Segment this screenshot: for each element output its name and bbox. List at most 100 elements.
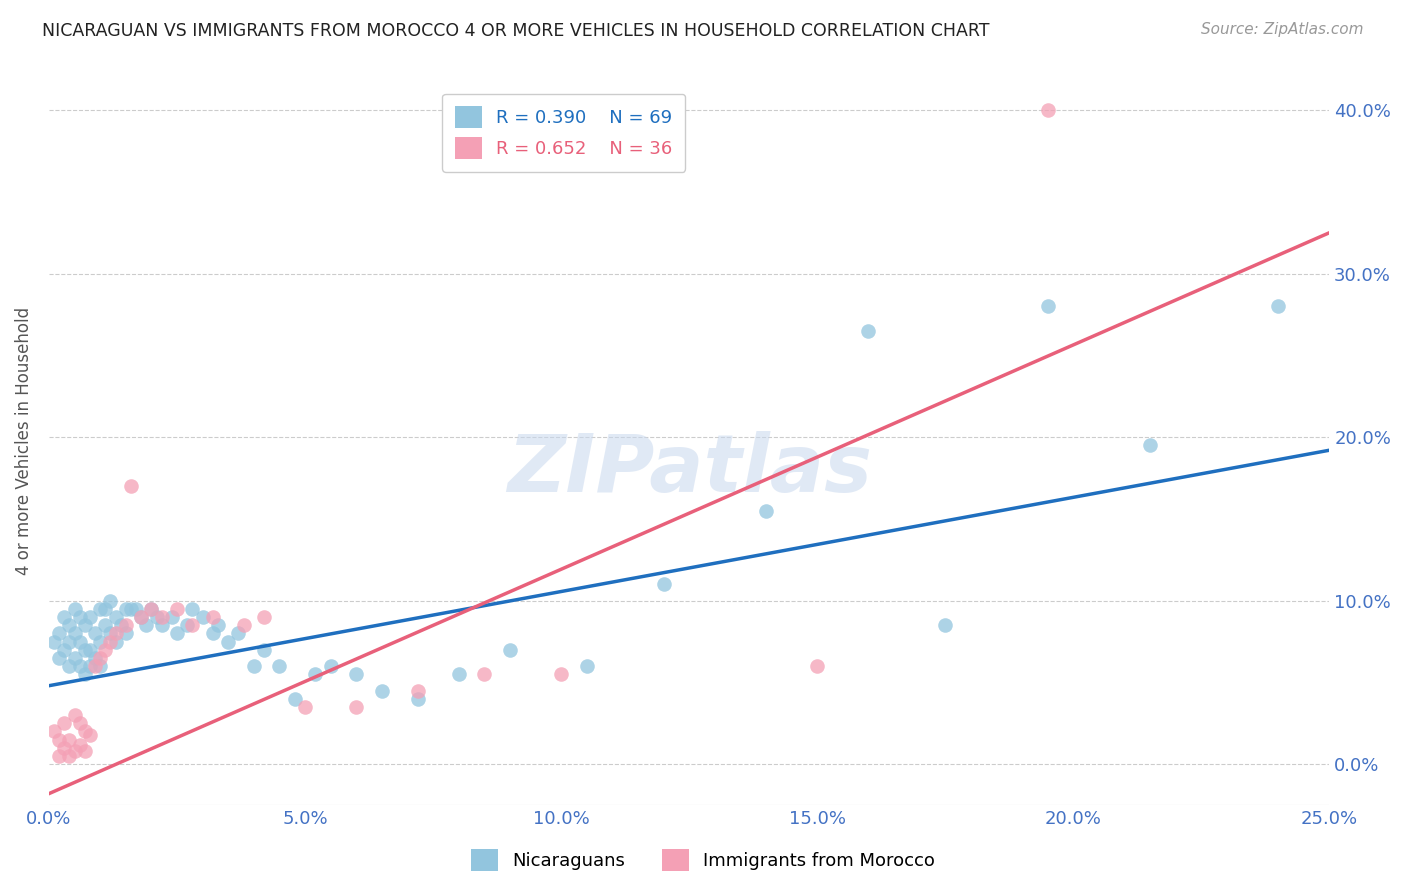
Point [73,724,96,739]
Point [207,618,229,632]
Point [69,659,91,673]
Point [79,642,101,657]
Point [63,744,86,758]
Point [100,593,122,607]
Point [129,610,152,624]
Point [141,602,163,616]
Text: NICARAGUAN VS IMMIGRANTS FROM MOROCCO 4 OR MORE VEHICLES IN HOUSEHOLD CORRELATIO: NICARAGUAN VS IMMIGRANTS FROM MOROCCO 4 … [42,22,990,40]
Point [550,667,572,681]
Point [58,618,80,632]
Y-axis label: 4 or more Vehicles in Household: 4 or more Vehicles in Household [15,307,32,575]
Text: Source: ZipAtlas.com: Source: ZipAtlas.com [1201,22,1364,37]
Point [344,700,367,714]
Point [48,732,70,747]
Point [304,667,326,681]
Point [166,626,188,640]
Point [89,634,111,648]
Point [294,700,316,714]
Point [69,610,91,624]
Point [84,651,107,665]
Point [166,602,188,616]
Point [499,642,522,657]
Point [69,634,91,648]
Point [406,683,429,698]
Point [73,618,96,632]
Point [79,728,101,742]
Point [319,659,342,673]
Point [89,659,111,673]
Point [100,626,122,640]
Point [120,479,142,493]
Point [73,744,96,758]
Point [253,642,276,657]
Point [228,626,250,640]
Point [53,642,76,657]
Point [84,659,107,673]
Legend: R = 0.390    N = 69, R = 0.652    N = 36: R = 0.390 N = 69, R = 0.652 N = 36 [441,94,685,172]
Point [201,610,224,624]
Point [217,634,239,648]
Point [42,724,65,739]
Point [1036,103,1059,117]
Point [73,642,96,657]
Point [104,634,127,648]
Point [129,610,152,624]
Point [42,634,65,648]
Point [344,667,367,681]
Point [58,732,80,747]
Point [89,651,111,665]
Point [176,618,198,632]
Point [406,691,429,706]
Point [48,651,70,665]
Point [120,602,142,616]
Point [201,626,224,640]
Point [53,716,76,731]
Point [1036,299,1059,313]
Point [575,659,598,673]
Point [125,602,148,616]
Point [150,618,173,632]
Point [48,626,70,640]
Point [104,626,127,640]
Point [63,651,86,665]
Point [104,610,127,624]
Point [181,618,204,632]
Point [145,610,167,624]
Point [48,749,70,764]
Text: ZIPatlas: ZIPatlas [506,432,872,509]
Point [755,504,778,518]
Point [253,610,276,624]
Point [63,602,86,616]
Point [89,602,111,616]
Point [58,659,80,673]
Point [114,626,136,640]
Point [73,667,96,681]
Point [100,634,122,648]
Point [53,740,76,755]
Legend: Nicaraguans, Immigrants from Morocco: Nicaraguans, Immigrants from Morocco [464,842,942,879]
Point [243,659,266,673]
Point [191,610,214,624]
Point [63,708,86,723]
Point [53,610,76,624]
Point [94,642,117,657]
Point [1139,438,1161,452]
Point [269,659,291,673]
Point [141,602,163,616]
Point [472,667,495,681]
Point [135,618,157,632]
Point [806,659,828,673]
Point [160,610,183,624]
Point [79,610,101,624]
Point [114,602,136,616]
Point [232,618,254,632]
Point [858,324,880,338]
Point [114,618,136,632]
Point [934,618,956,632]
Point [1267,299,1289,313]
Point [371,683,394,698]
Point [58,749,80,764]
Point [58,634,80,648]
Point [447,667,470,681]
Point [63,626,86,640]
